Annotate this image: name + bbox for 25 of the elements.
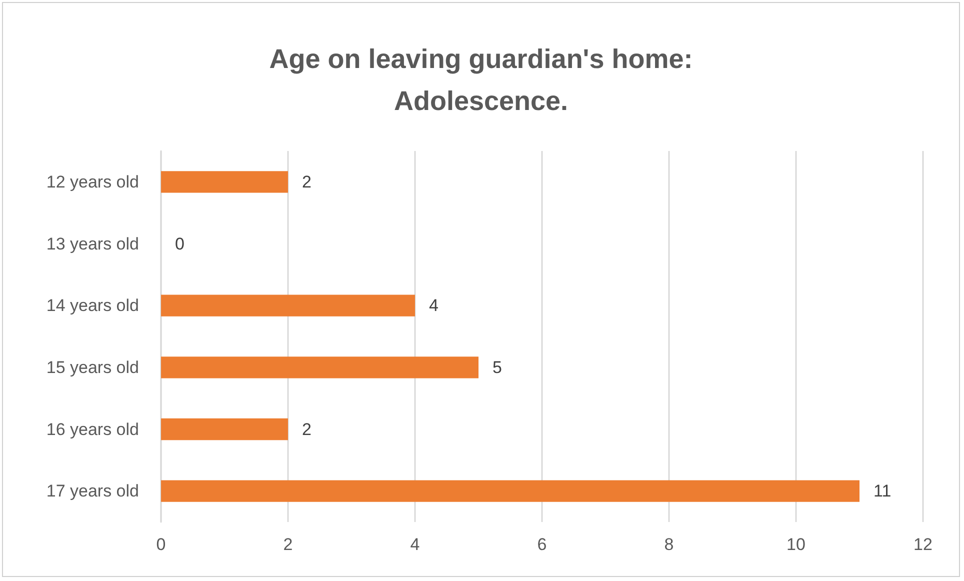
bar — [161, 356, 478, 378]
bar — [161, 171, 288, 193]
x-tick-label: 2 — [283, 535, 293, 554]
data-label: 5 — [492, 358, 502, 377]
y-tick-label: 16 years old — [46, 420, 139, 439]
data-label: 11 — [874, 482, 892, 501]
bar — [161, 294, 415, 316]
y-tick-label: 13 years old — [46, 234, 139, 254]
bar — [161, 418, 288, 440]
x-tick-label: 4 — [410, 535, 420, 554]
data-label: 2 — [302, 172, 312, 192]
y-tick-label: 17 years old — [46, 482, 139, 501]
y-tick-label: 12 years old — [46, 172, 139, 192]
y-tick-label: 15 years old — [46, 358, 139, 377]
y-tick-label: 14 years old — [46, 296, 139, 316]
x-tick-label: 6 — [537, 535, 547, 554]
x-tick-label: 10 — [786, 535, 806, 554]
data-label: 4 — [429, 296, 438, 316]
x-tick-label: 12 — [914, 535, 932, 554]
x-tick-label: 0 — [156, 535, 166, 554]
data-label: 2 — [302, 420, 312, 439]
chart-title: Age on leaving guardian's home: Adolescence. — [269, 44, 693, 116]
x-tick-label: 8 — [664, 535, 674, 554]
data-label: 0 — [175, 234, 184, 254]
bar — [161, 480, 860, 502]
